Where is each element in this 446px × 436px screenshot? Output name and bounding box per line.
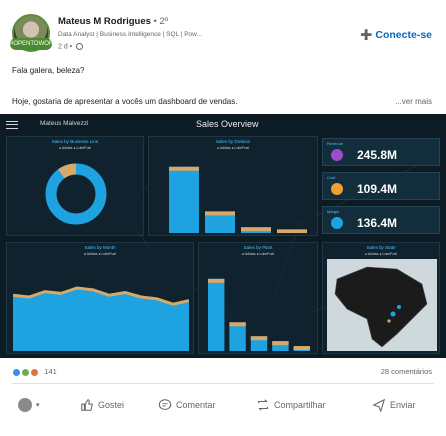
bar-segment <box>277 229 307 233</box>
comment-label: Comentar <box>176 400 216 410</box>
bar-segment <box>241 227 271 232</box>
panel-legend: ● Adidas ● LubriFuel <box>58 146 92 150</box>
panel-state: Sales by State ● Adidas ● LubriFuel <box>322 242 440 354</box>
kpi-cost: Cost 109.4M <box>322 172 440 200</box>
send-icon <box>372 398 386 412</box>
kpi-margin: Margin 136.4M <box>322 206 440 234</box>
like-label: Gostei <box>98 400 125 410</box>
bar-segment <box>293 346 310 351</box>
kpi-value: 136.4M <box>357 216 398 230</box>
send-label: Enviar <box>390 400 416 410</box>
brazil-map <box>327 259 437 351</box>
menu-icon <box>6 121 18 129</box>
share-label: Compartilhar <box>274 400 326 410</box>
bar <box>229 322 246 351</box>
bar-segment <box>169 166 199 171</box>
donut-minor-slice <box>58 163 77 179</box>
comments-count[interactable]: 28 comentários <box>380 367 432 376</box>
add-person-icon: ➕ <box>359 30 373 41</box>
dashboard-topbar: Mateus Malvezzi Sales Overview <box>0 118 446 132</box>
kpi-label: Cost <box>327 175 336 180</box>
divider <box>12 383 434 384</box>
post-text-line-2: Hoje, gostaria de apresentar a vocês um … <box>12 97 238 106</box>
panel-business-line: Sales by Business Line ● Adidas ● LubriF… <box>6 136 144 236</box>
panel-legend: ● Adidas ● LubriFuel <box>83 252 117 256</box>
cost-icon <box>331 183 343 195</box>
dashboard-image[interactable]: Mateus Malvezzi Sales Overview Sales by … <box>0 114 446 358</box>
thumbs-up-icon <box>81 399 93 411</box>
celebrate-reaction-icon <box>21 367 31 377</box>
bar <box>272 341 289 351</box>
revenue-icon <box>331 149 343 161</box>
like-reaction-icon <box>12 367 21 377</box>
author-name-text[interactable]: Mateus M Rodrigues <box>58 16 151 27</box>
panel-title: Sales by Business Line <box>51 139 99 144</box>
post-actions: ▾ Gostei Comentar Compartilhar Enviar <box>0 398 446 422</box>
plant-bar-chart <box>208 278 310 351</box>
bar <box>169 166 199 233</box>
bar <box>208 278 225 351</box>
margin-icon <box>331 217 343 229</box>
love-reaction-icon <box>30 367 40 377</box>
share-button[interactable]: Compartilhar <box>256 398 326 412</box>
donut-chart <box>45 163 107 225</box>
reactions-count: 141 <box>44 367 57 376</box>
dashboard-title: Sales Overview <box>196 119 259 129</box>
bar-segment <box>229 322 246 327</box>
panel-legend: ● Adidas ● LubriFuel <box>364 252 398 256</box>
panel-plant: Sales by Plant ● Adidas ● LubriFuel <box>198 242 318 354</box>
bar-segment <box>250 336 268 341</box>
panel-title: Sales by State <box>366 245 396 250</box>
kpi-revenue: Revenue 245.8M <box>322 138 440 166</box>
kpi-value: 245.8M <box>357 148 398 162</box>
chevron-down-icon: ▾ <box>36 402 40 409</box>
area-series-secondary <box>13 286 189 306</box>
kpi-label: Revenue <box>327 141 344 146</box>
bar-segment <box>208 278 225 283</box>
author-headline: Data Analyst | Business Intelligence | S… <box>58 31 202 38</box>
bar <box>205 211 235 233</box>
panel-legend: ● Adidas ● LubriFuel <box>216 146 250 150</box>
month-area-chart <box>13 286 189 351</box>
open-to-work-badge: #OPENTOWORK <box>10 38 57 50</box>
connect-button[interactable]: ➕ Conecte-se <box>360 29 432 41</box>
author-name[interactable]: Mateus M Rodrigues • 2º <box>58 16 168 27</box>
like-button[interactable]: Gostei <box>80 398 124 412</box>
bar-segment <box>205 211 235 216</box>
panel-legend: ● Adidas ● LubriFuel <box>241 252 275 256</box>
comment-button[interactable]: Comentar <box>158 398 216 412</box>
panel-title: Sales by Plant <box>243 245 273 250</box>
user-avatar <box>18 398 32 412</box>
panel-title: Sales by Month <box>84 245 116 250</box>
post-time-text: 2 d • <box>58 43 73 51</box>
dashboard-company: Mateus Malvezzi <box>40 120 89 127</box>
connection-degree: • 2º <box>153 16 169 27</box>
post-time: 2 d • <box>58 43 84 51</box>
panel-division: Sales by Division ● Adidas ● LubriFuel <box>148 136 318 236</box>
division-bar-chart <box>169 166 307 233</box>
connect-label: Conecte-se <box>375 29 432 41</box>
panel-title: Sales by Division <box>215 139 251 144</box>
globe-icon <box>76 43 84 50</box>
panel-month: Sales by Month ● Adidas ● LubriFuel <box>6 242 194 354</box>
bar-segment <box>272 341 289 346</box>
kpi-value: 109.4M <box>357 182 398 196</box>
repost-icon <box>258 399 268 411</box>
donut-main-slice <box>45 163 107 225</box>
comment-icon <box>158 399 172 410</box>
see-more-link[interactable]: ...ver mais <box>395 97 432 106</box>
kpi-label: Margin <box>327 209 340 214</box>
send-button[interactable]: Enviar <box>372 398 416 412</box>
area-series-primary <box>13 288 189 351</box>
reactions-summary[interactable]: 141 <box>12 367 57 377</box>
post-text-line-1: Fala galera, beleza? <box>12 66 85 75</box>
reaction-author-selector[interactable]: ▾ <box>18 398 40 412</box>
